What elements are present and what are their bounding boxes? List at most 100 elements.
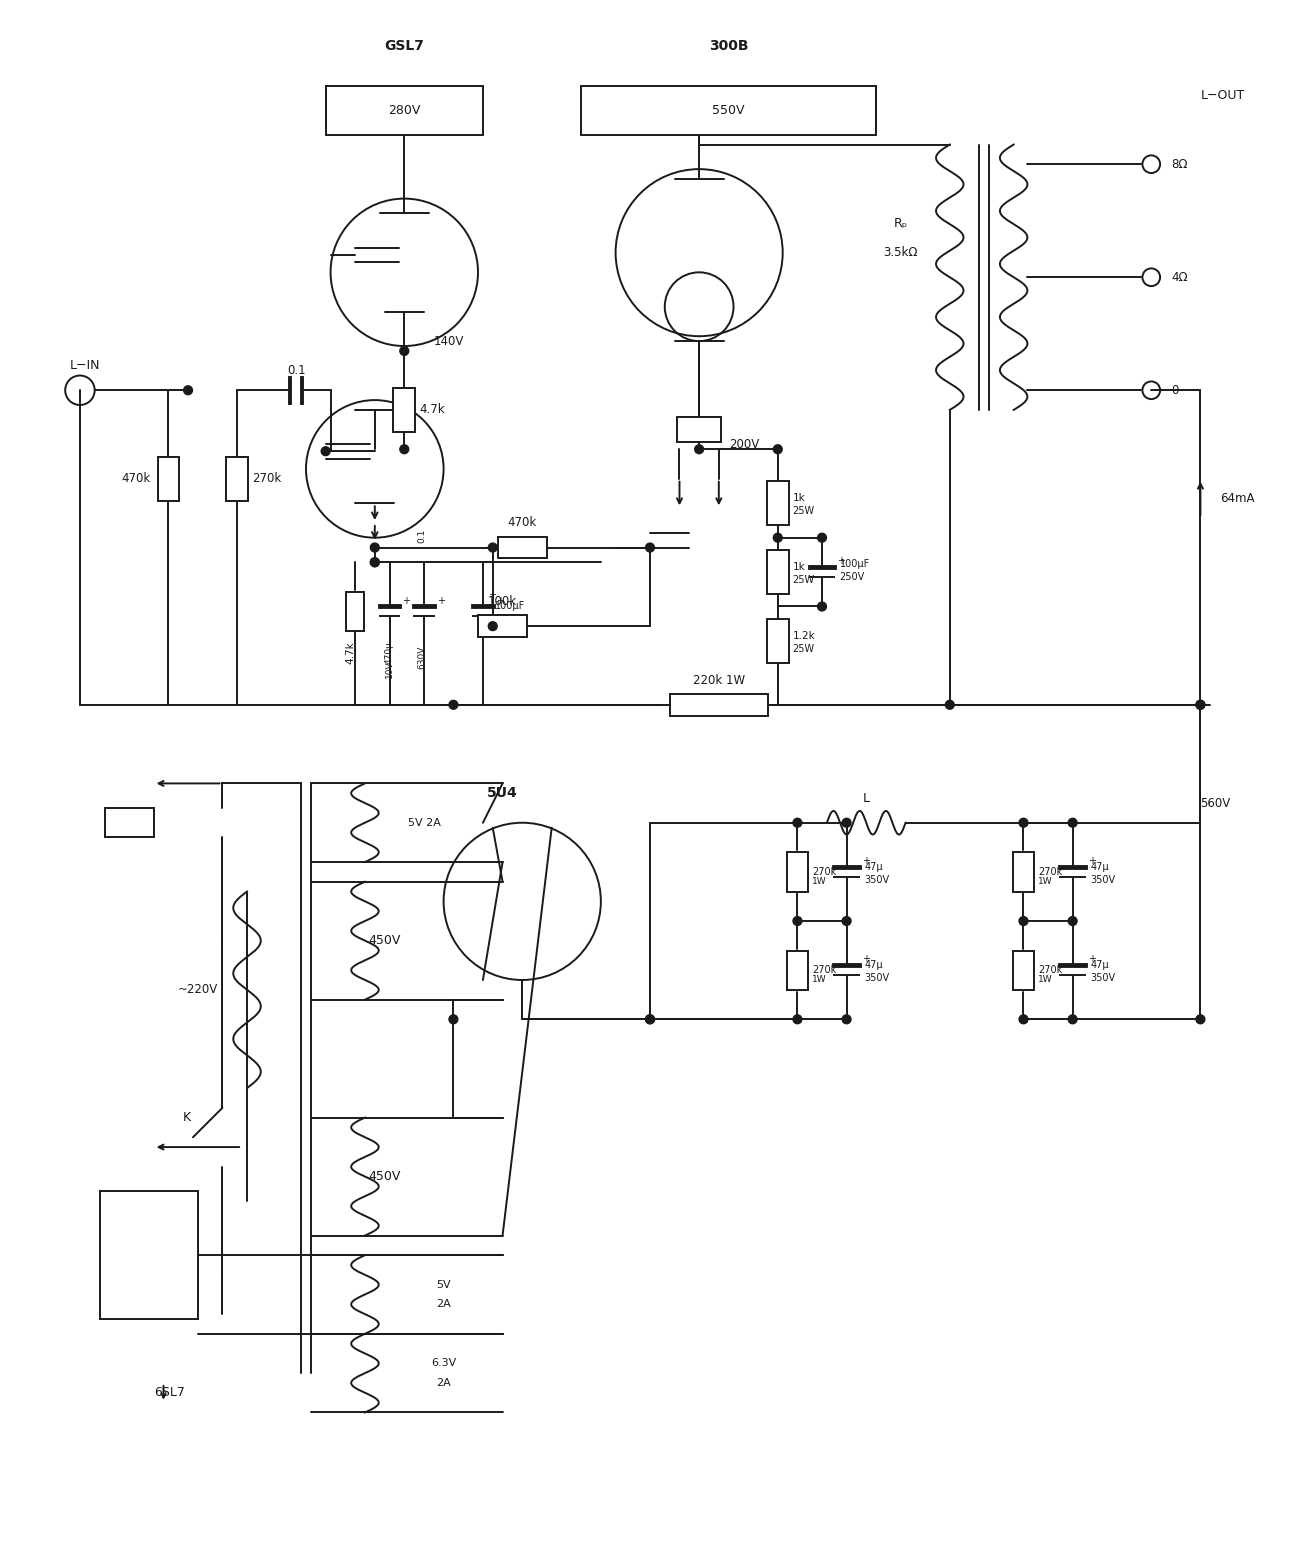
Bar: [767, 550, 789, 595]
Circle shape: [1069, 819, 1078, 827]
Bar: [767, 481, 789, 525]
Text: 4.7k: 4.7k: [419, 403, 445, 416]
Circle shape: [694, 445, 703, 453]
Bar: [157, 456, 179, 501]
Bar: [786, 950, 809, 990]
Text: L−IN: L−IN: [70, 360, 100, 372]
Text: 270k: 270k: [812, 965, 836, 975]
Circle shape: [818, 603, 827, 610]
Bar: [478, 615, 526, 637]
Text: 5V: 5V: [437, 1280, 451, 1289]
Circle shape: [1196, 701, 1205, 708]
Text: 25W: 25W: [793, 575, 815, 585]
Text: 220k 1W: 220k 1W: [693, 674, 745, 687]
Text: 10V: 10V: [385, 660, 394, 679]
Bar: [498, 537, 547, 559]
Text: 500V: 500V: [495, 615, 520, 624]
Text: +: +: [488, 590, 495, 599]
Circle shape: [793, 819, 802, 827]
Bar: [786, 852, 809, 892]
Text: L: L: [863, 791, 870, 805]
Text: +: +: [862, 954, 870, 964]
Text: +: +: [437, 595, 445, 606]
Circle shape: [842, 819, 852, 827]
Text: 47μ: 47μ: [1091, 863, 1109, 872]
Text: 300B: 300B: [708, 39, 749, 53]
Text: 350V: 350V: [864, 973, 889, 982]
Text: 0.1: 0.1: [417, 528, 426, 542]
Text: 280V: 280V: [389, 104, 420, 117]
Text: 25W: 25W: [793, 643, 815, 654]
Text: ~: ~: [114, 1258, 126, 1272]
Text: GSL7: GSL7: [385, 39, 424, 53]
Text: 64mA: 64mA: [1221, 492, 1254, 504]
Text: 100Ω: 100Ω: [684, 425, 714, 434]
Circle shape: [774, 534, 783, 542]
Circle shape: [945, 701, 954, 708]
Text: 560V: 560V: [1200, 797, 1231, 810]
Text: 1W: 1W: [812, 877, 827, 886]
Bar: [394, 388, 415, 431]
Text: 270k: 270k: [812, 867, 836, 877]
Text: 2A: 2A: [437, 1300, 451, 1309]
Text: 1W: 1W: [812, 976, 827, 984]
Text: Rₚ: Rₚ: [893, 216, 907, 230]
Text: +: +: [111, 1294, 118, 1305]
Text: 5U4: 5U4: [488, 786, 517, 800]
Text: K: K: [183, 1112, 191, 1124]
Text: 47μ: 47μ: [1091, 961, 1109, 970]
Text: 1k: 1k: [793, 494, 805, 503]
Circle shape: [370, 557, 380, 567]
Circle shape: [793, 1015, 802, 1023]
Text: 1.2k: 1.2k: [793, 631, 815, 641]
Text: 140V: 140V: [434, 335, 464, 347]
Text: +: +: [1088, 954, 1096, 964]
Bar: [767, 618, 789, 663]
Bar: [677, 417, 722, 442]
Text: 270k: 270k: [1039, 965, 1062, 975]
Text: BX: BX: [121, 817, 136, 828]
Text: 350V: 350V: [1091, 973, 1115, 982]
Circle shape: [183, 386, 192, 394]
Text: 450V: 450V: [368, 934, 400, 947]
Circle shape: [1019, 819, 1028, 827]
Text: 200V: 200V: [728, 438, 759, 452]
Text: 3.5kΩ: 3.5kΩ: [884, 246, 918, 258]
Text: 350V: 350V: [864, 875, 889, 884]
Text: ~220V: ~220V: [178, 984, 218, 996]
Text: 6SL7: 6SL7: [153, 1386, 185, 1400]
Text: 100μF: 100μF: [840, 559, 870, 570]
Bar: [100, 1191, 198, 1319]
Circle shape: [370, 543, 380, 551]
Text: 2A: 2A: [437, 1378, 451, 1387]
Text: 47μ: 47μ: [864, 863, 883, 872]
Bar: [226, 456, 248, 501]
Text: 270k: 270k: [1039, 867, 1062, 877]
Circle shape: [646, 1015, 654, 1023]
Text: 8Ω: 8Ω: [1171, 157, 1187, 171]
Circle shape: [489, 543, 497, 551]
Circle shape: [370, 557, 380, 567]
Circle shape: [818, 534, 827, 542]
Text: 6.3V: 6.3V: [432, 1358, 456, 1369]
Circle shape: [1019, 917, 1028, 925]
Text: 350V: 350V: [1091, 875, 1115, 884]
Bar: [1013, 950, 1035, 990]
Text: 47μ: 47μ: [864, 961, 883, 970]
Text: +: +: [495, 595, 503, 606]
Circle shape: [448, 701, 458, 708]
Bar: [104, 808, 153, 838]
Circle shape: [1196, 701, 1205, 708]
Circle shape: [400, 347, 408, 355]
Bar: [346, 592, 364, 631]
Circle shape: [400, 445, 408, 453]
Text: 25W: 25W: [793, 506, 815, 517]
Text: 4.7k: 4.7k: [346, 641, 355, 663]
Text: +: +: [1088, 856, 1096, 866]
Text: +: +: [402, 595, 411, 606]
Text: +: +: [862, 856, 870, 866]
Text: +: +: [131, 1269, 139, 1278]
Circle shape: [646, 1015, 654, 1023]
Text: 2A: 2A: [142, 1230, 156, 1241]
Text: 0.1: 0.1: [287, 364, 306, 377]
